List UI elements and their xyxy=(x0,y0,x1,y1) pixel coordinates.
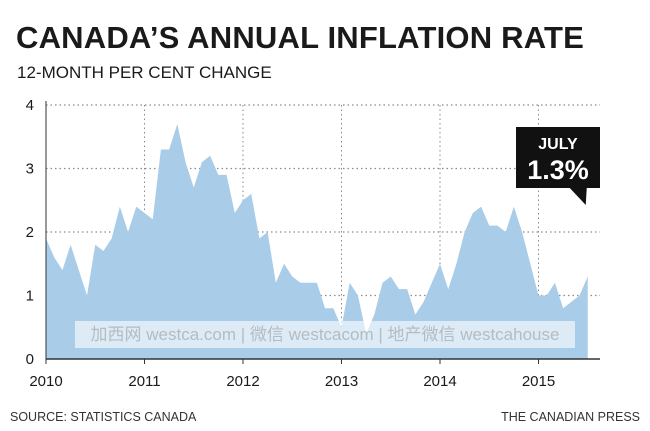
y-tick-label: 0 xyxy=(26,351,34,368)
inflation-area xyxy=(46,124,588,359)
x-tick-label: 2010 xyxy=(29,373,62,390)
chart-subtitle: 12-MONTH PER CENT CHANGE xyxy=(17,63,272,82)
callout-value: 1.3% xyxy=(527,155,589,185)
y-tick-label: 2 xyxy=(26,224,34,241)
x-tick-label: 2012 xyxy=(226,373,259,390)
y-tick-label: 4 xyxy=(26,97,34,114)
x-tick-labels: 2010 2011 2012 2013 2014 2015 xyxy=(29,359,555,390)
x-tick-label: 2011 xyxy=(128,373,160,390)
callout-month-label: JULY xyxy=(538,136,578,153)
y-tick-labels: 0 1 2 3 4 xyxy=(26,97,34,368)
x-tick-label: 2014 xyxy=(423,373,456,390)
x-tick-label: 2013 xyxy=(325,373,358,390)
y-tick-label: 1 xyxy=(26,288,34,305)
source-note: SOURCE: STATISTICS CANADA xyxy=(10,410,197,424)
x-tick-label: 2015 xyxy=(522,373,555,390)
chart-title: CANADA’S ANNUAL INFLATION RATE xyxy=(16,20,584,55)
callout-box xyxy=(516,127,600,205)
y-tick-label: 3 xyxy=(26,161,34,178)
credit-note: THE CANADIAN PRESS xyxy=(501,410,640,424)
latest-value-callout: JULY 1.3% xyxy=(516,127,600,205)
watermark-text: 加西网 westca.com | 微信 westcacom | 地产微信 wes… xyxy=(90,325,560,344)
watermark-banner: 加西网 westca.com | 微信 westcacom | 地产微信 wes… xyxy=(75,321,575,348)
